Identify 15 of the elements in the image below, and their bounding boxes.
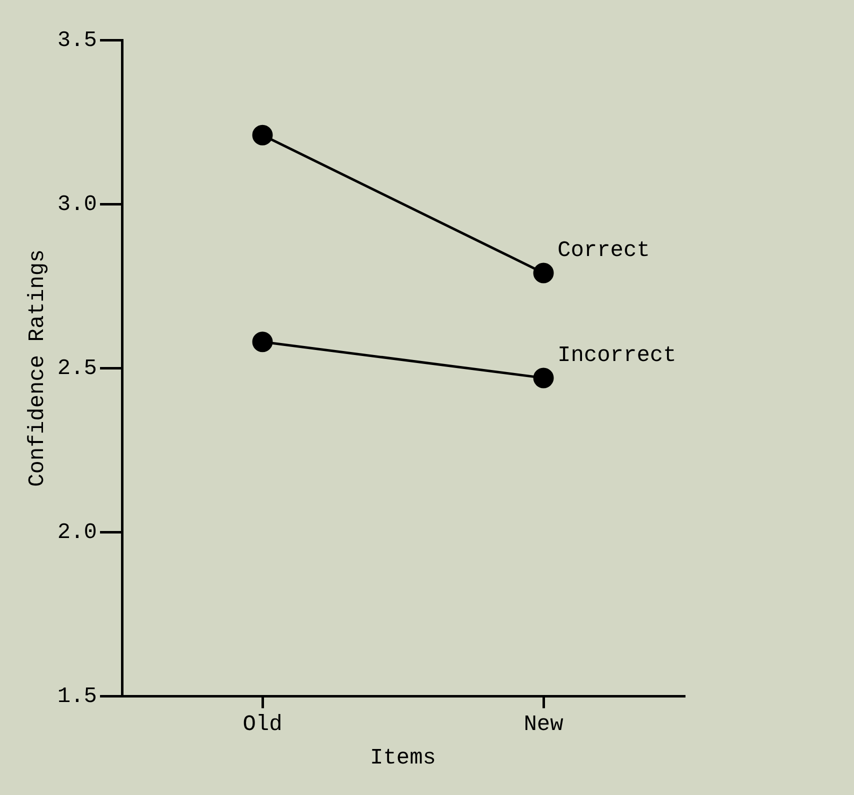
y-tick-label: 2.0 [57,520,98,545]
y-tick-label: 3.0 [57,192,98,217]
y-tick-label: 1.5 [57,684,98,710]
point [533,368,554,388]
series-label: Incorrect [558,342,676,368]
x-tick-label: New [524,712,564,738]
point [533,262,554,284]
point [252,124,273,146]
x-tick-label: Old [242,712,282,738]
y-tick-label: 3.5 [57,28,98,53]
x-axis-title: Items [370,746,436,771]
point [252,332,273,352]
y-tick-label: 2.5 [57,356,98,381]
series-label: Correct [558,238,650,263]
y-axis-title: Confidence Ratings [25,249,50,487]
